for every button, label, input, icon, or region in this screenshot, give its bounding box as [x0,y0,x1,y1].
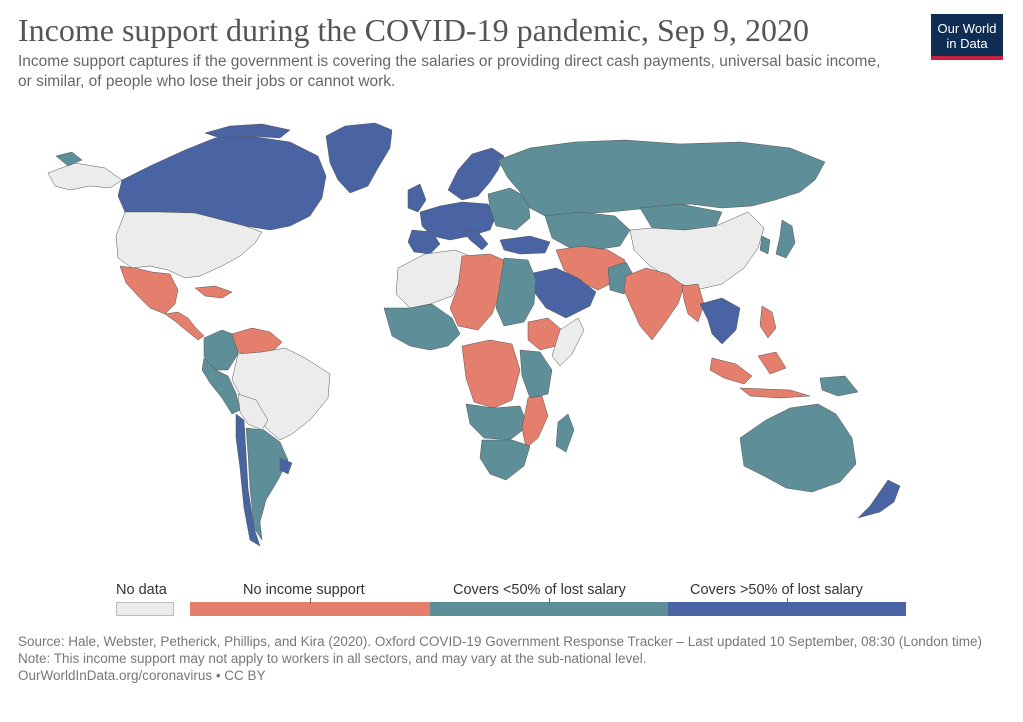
world-map[interactable] [0,108,1023,573]
region-indonesia[interactable] [757,351,787,375]
region-east-africa[interactable] [519,349,553,399]
region-venezuela[interactable] [231,327,283,357]
logo-line-2: in Data [946,36,988,51]
region-japan[interactable] [759,235,771,255]
region-brazil[interactable] [231,347,331,441]
region-southeast-asia[interactable] [699,297,741,345]
region-usa[interactable] [115,211,263,279]
legend-swatch-no-data[interactable] [116,602,174,616]
legend-label-under-50: Covers <50% of lost salary [453,582,626,598]
region-colombia[interactable] [203,329,239,371]
legend-tick-over-50 [787,598,788,604]
region-china[interactable] [629,211,765,291]
legend-label-over-50: Covers >50% of lost salary [690,582,863,598]
region-caribbean[interactable] [194,285,233,299]
region-uk[interactable] [407,183,427,213]
logo-line-1: Our World [937,21,997,36]
region-myanmar[interactable] [681,283,705,323]
footer-source: Source: Hale, Webster, Petherick, Philli… [18,634,982,649]
region-kazakhstan-central-asia[interactable] [544,211,631,251]
region-angola-zambia[interactable] [465,403,529,441]
footer-credit[interactable]: OurWorldInData.org/coronavirus • CC BY [18,668,266,683]
footer-note: Note: This income support may not apply … [18,651,647,666]
logo-accent-bar [931,56,1003,60]
region-saudi-arabia[interactable] [527,267,597,319]
region-indonesia[interactable] [739,387,811,399]
region-west-africa[interactable] [383,303,461,351]
region-chile[interactable] [235,413,261,547]
region-uruguay[interactable] [279,457,293,475]
region-india[interactable] [623,267,685,341]
chart-subtitle: Income support captures if the governmen… [18,53,881,90]
region-mozambique[interactable] [521,395,549,449]
region-mexico[interactable] [119,265,179,315]
region-eastern-europe[interactable] [487,187,531,231]
region-russia[interactable] [497,139,826,217]
legend-swatch-under-50[interactable] [430,602,668,616]
owid-logo[interactable]: Our World in Data [931,14,1003,60]
region-canada[interactable] [204,123,291,139]
legend-tick-no-support [310,598,311,604]
region-libya-niger-chad[interactable] [449,253,505,331]
region-png[interactable] [819,375,859,397]
region-mongolia[interactable] [639,203,723,231]
region-greenland[interactable] [325,122,393,194]
region-australia[interactable] [739,403,857,493]
legend-label-no-support: No income support [243,582,365,598]
region-indonesia[interactable] [709,357,753,385]
region-new-zealand[interactable] [857,479,901,519]
chart-title: Income support during the COVID-19 pande… [18,12,809,48]
region-japan[interactable] [775,219,796,259]
region-north-africa[interactable] [395,249,471,309]
legend-swatch-over-50[interactable] [668,602,906,616]
legend-label-no-data: No data [116,582,167,598]
region-peru-ecuador[interactable] [201,357,241,415]
legend: No data No income support Covers <50% of… [0,575,1023,625]
region-argentina[interactable] [245,427,289,541]
region-southern-africa[interactable] [479,439,531,481]
region-somalia[interactable] [551,317,585,367]
region-turkey[interactable] [499,235,551,255]
legend-tick-under-50 [549,598,550,604]
region-madagascar[interactable] [555,413,575,453]
footer: Source: Hale, Webster, Petherick, Philli… [18,633,1008,684]
region-central-africa[interactable] [461,339,521,409]
region-central-america[interactable] [164,311,205,341]
region-philippines[interactable] [759,305,777,339]
region-iceland[interactable] [55,151,83,167]
region-usa[interactable] [47,162,123,191]
legend-swatch-no-support[interactable] [190,602,430,616]
region-western-europe[interactable] [461,229,489,251]
region-egypt-sudan[interactable] [495,257,537,327]
